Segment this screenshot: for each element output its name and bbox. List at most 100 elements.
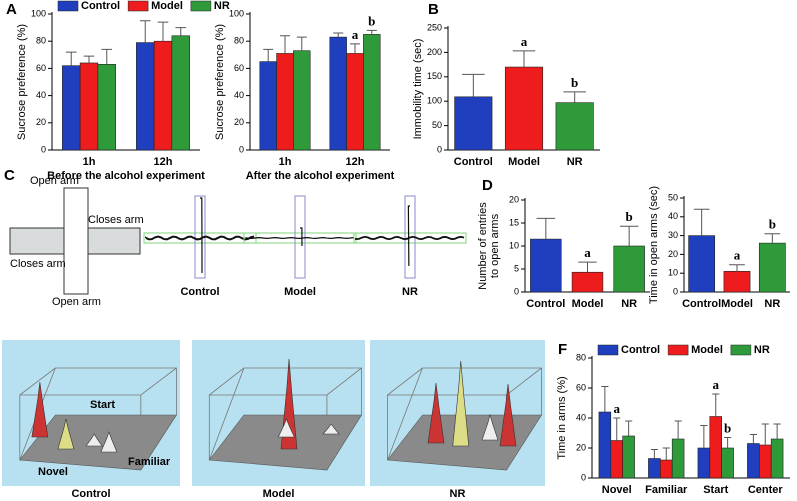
group-label: Control xyxy=(180,286,219,298)
bar xyxy=(770,438,784,479)
track xyxy=(200,197,203,274)
annotation: a xyxy=(713,377,720,392)
peak xyxy=(481,413,499,441)
legend-label: NR xyxy=(754,344,770,356)
panel-label: A xyxy=(6,1,17,18)
y-axis-label: Sucrose preference (%) xyxy=(16,24,28,140)
bar xyxy=(709,416,722,479)
peak-label: Familiar xyxy=(128,456,171,468)
error-bar xyxy=(761,423,769,445)
x-tick-label: 1h xyxy=(279,156,292,168)
y-tick-label: 60 xyxy=(576,382,586,392)
error-bar xyxy=(729,264,745,272)
bar xyxy=(293,50,311,151)
annotation: b xyxy=(724,420,731,435)
bar xyxy=(136,42,155,151)
peak xyxy=(100,431,118,453)
panel-label: B xyxy=(428,1,439,18)
bar xyxy=(62,65,81,151)
group-label: NR xyxy=(450,488,466,500)
x-tick-label: Novel xyxy=(602,484,632,496)
y-tick-label: 50 xyxy=(432,120,442,130)
y-tick-label: 100 xyxy=(427,96,442,106)
error-bar xyxy=(749,434,757,444)
y-tick-label: 0 xyxy=(581,472,586,482)
error-bar xyxy=(349,43,361,54)
bar xyxy=(153,40,173,151)
group-label: Model xyxy=(263,488,295,500)
x-tick-label: Model xyxy=(572,298,604,310)
error-bar xyxy=(366,29,377,35)
y-tick-label: 50 xyxy=(668,192,678,202)
y-axis-label: Number of entries xyxy=(477,202,489,290)
y-axis-label: Time in arms (%) xyxy=(556,376,568,459)
annotation: a xyxy=(734,248,741,263)
track xyxy=(245,237,355,240)
y-tick-label: 20 xyxy=(36,117,46,127)
bar xyxy=(697,447,711,479)
maze-label: Open arm xyxy=(52,296,101,308)
error-bar xyxy=(65,51,77,66)
center xyxy=(65,229,87,253)
error-bar xyxy=(263,48,274,62)
y-tick-label: 80 xyxy=(576,352,586,362)
annotation: b xyxy=(769,217,776,232)
error-bar xyxy=(724,437,732,448)
bar xyxy=(171,35,190,151)
bar xyxy=(610,440,623,479)
bar xyxy=(660,459,673,479)
error-bar xyxy=(296,36,307,51)
y-tick-label: 30 xyxy=(668,230,678,240)
error-bar xyxy=(175,27,187,36)
y-tick-label: 0 xyxy=(437,144,442,154)
y-tick-label: 40 xyxy=(234,90,244,100)
x-tick-label: 12h xyxy=(154,156,173,168)
error-bar xyxy=(662,447,670,460)
y-tick-label: 40 xyxy=(668,211,678,221)
group-label: Model xyxy=(284,286,316,298)
x-tick-label: 1h xyxy=(83,156,96,168)
error-bar xyxy=(83,55,95,63)
legend-label: Model xyxy=(691,344,723,356)
panel-label: D xyxy=(482,177,493,194)
bar xyxy=(571,271,604,293)
annotation: b xyxy=(626,209,633,224)
legend-label: Control xyxy=(81,0,120,12)
error-bar xyxy=(101,48,113,65)
x-axis-label: Before the alcohol experiment xyxy=(47,170,205,182)
y-tick-label: 0 xyxy=(41,144,46,154)
track xyxy=(355,235,465,241)
y-tick-label: 200 xyxy=(427,47,442,57)
y-tick-label: 60 xyxy=(36,63,46,73)
y-tick-label: 10 xyxy=(668,268,678,278)
panel-label: F xyxy=(558,341,567,358)
bar xyxy=(723,271,751,293)
x-tick-label: NR xyxy=(567,156,583,168)
x-tick-label: NR xyxy=(764,298,780,310)
bar xyxy=(79,62,99,151)
error-bar xyxy=(563,91,586,103)
peak xyxy=(322,423,340,435)
bar xyxy=(758,242,786,293)
y-axis-label: to open arms xyxy=(489,213,501,278)
error-bar xyxy=(693,208,710,236)
annotation: b xyxy=(368,13,375,28)
y-tick-label: 40 xyxy=(576,412,586,422)
y-tick-label: 20 xyxy=(234,117,244,127)
track xyxy=(145,235,255,241)
closed-arm-box xyxy=(353,232,467,244)
box-edges xyxy=(208,367,362,470)
bar xyxy=(688,235,716,293)
open-arm-box xyxy=(294,195,306,279)
y-tick-label: 20 xyxy=(509,194,519,204)
bar xyxy=(346,53,364,151)
y-tick-label: 0 xyxy=(673,286,678,296)
y-tick-label: 250 xyxy=(427,22,442,32)
maze-schematic: Open arm Closes arm Closes arm Open arm xyxy=(9,175,144,308)
plots-3d: Control Model NR Start Novel Familiar xyxy=(2,340,545,500)
x-tick-label: Control xyxy=(454,156,493,168)
error-bar xyxy=(674,420,682,439)
maze-label: Closes arm xyxy=(10,258,66,270)
bar xyxy=(555,102,594,151)
